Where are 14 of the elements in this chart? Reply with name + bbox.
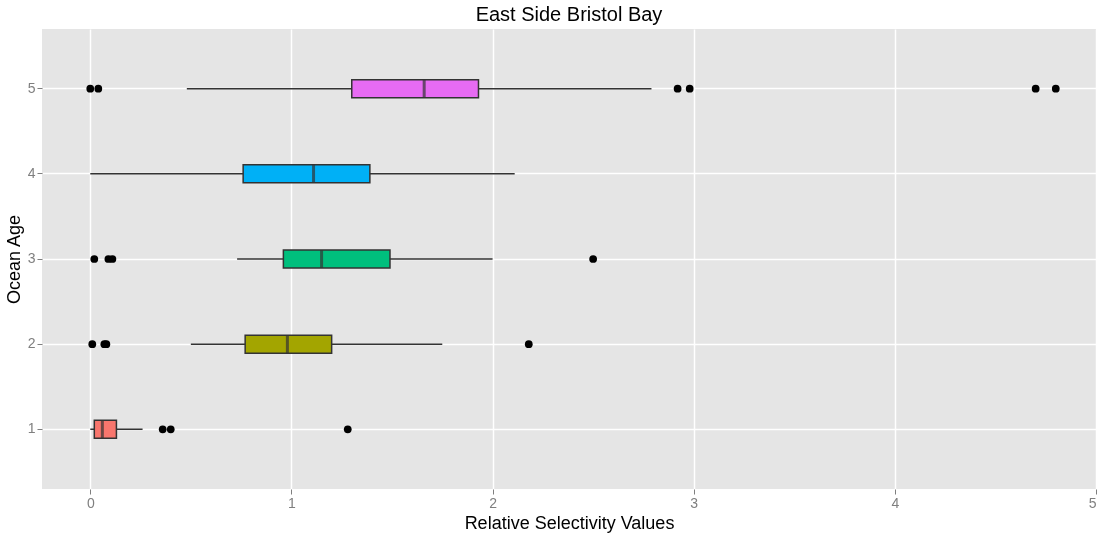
- y-axis-title: Ocean Age: [3, 214, 24, 305]
- y-tick-label: 3: [27, 250, 36, 266]
- y-tick-label: 2: [27, 335, 36, 352]
- x-tick-label: 5: [1088, 494, 1097, 511]
- chart-title: East Side Bristol Bay: [475, 3, 663, 25]
- x-tick-label: 3: [690, 494, 699, 511]
- x-tick-label: 0: [86, 494, 95, 511]
- y-tick-label: 5: [27, 79, 36, 96]
- y-tick-label: 4: [27, 164, 36, 181]
- x-axis-title: Relative Selectivity Values: [464, 512, 675, 533]
- x-tick-label: 4: [891, 494, 900, 511]
- x-tick-label: 2: [489, 494, 498, 511]
- y-tick-label: 1: [27, 420, 36, 437]
- x-tick-label: 1: [288, 494, 297, 511]
